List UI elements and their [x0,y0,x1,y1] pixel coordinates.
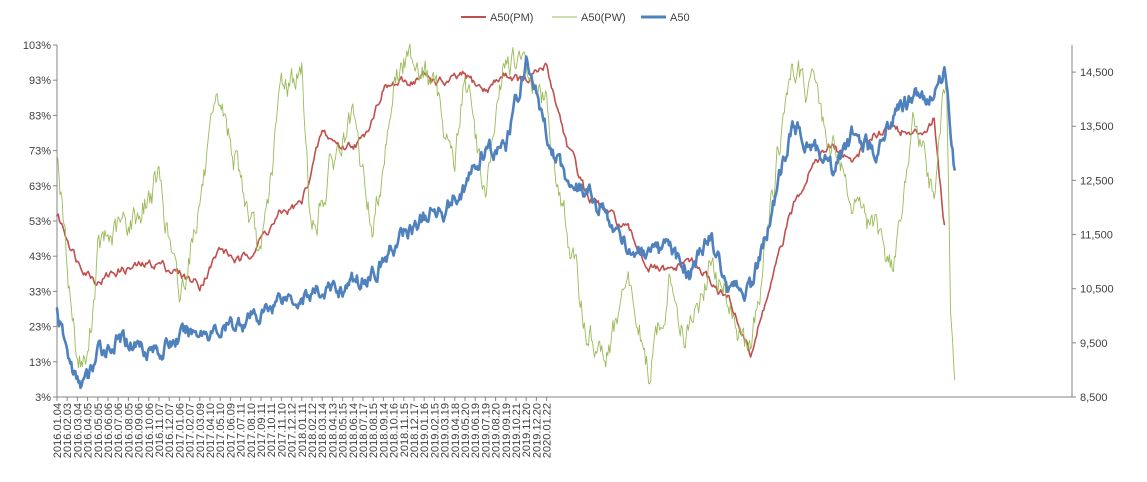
x-tick-label: 2019.09.19 [501,403,513,458]
left-tick-label: 33% [29,286,51,298]
x-tick-label: 2017.02.07 [185,403,197,458]
plot-area [55,43,956,390]
legend-label-a50: A50 [670,12,690,24]
x-tick-label: 2016.10.06 [144,403,156,458]
x-tick-label: 2019.12.20 [531,403,543,458]
x-tick-label: 2016.05.05 [93,403,105,458]
left-tick-label: 93% [29,75,51,87]
x-tick-label: 2018.12.17 [409,403,421,458]
x-tick-label: 2018.10.16 [389,403,401,458]
x-tick-label: 2018.04.13 [327,403,339,458]
legend: A50(PM) A50(PW) A50 [461,12,690,24]
right-tick-label: 9,500 [1080,338,1108,350]
x-tick-label: 2016.06.06 [103,403,115,458]
right-tick-label: 11,500 [1080,230,1113,242]
left-tick-label: 53% [29,216,51,228]
x-tick-label: 2019.04.18 [450,403,462,458]
x-tick-label: 2018.11.15 [399,403,411,457]
x-tick-label: 2018.03.14 [317,403,329,458]
legend-label-a50-pm: A50(PM) [490,12,533,24]
right-tick-label: 14,500 [1080,67,1114,79]
x-tick-label: 2018.02.12 [307,403,319,458]
x-tick-label: 2016.02.03 [62,403,74,458]
series-line-a50-pw [56,43,956,385]
x-tick-label: 2017.04.10 [205,403,217,458]
x-tick-label: 2016.03.04 [72,403,84,458]
left-tick-label: 3% [35,392,51,404]
x-tick-label: 2018.06.14 [348,403,360,458]
x-tick-label: 2016.07.06 [113,403,125,458]
left-tick-label: 43% [29,251,51,263]
right-tick-label: 10,500 [1080,284,1114,296]
x-tick-label: 2020.01.22 [542,403,554,458]
x-tick-label: 2018.05.15 [338,403,350,458]
x-tick-label: 2017.08.10 [246,403,258,458]
legend-item-a50: A50 [641,12,690,24]
x-tick-label: 2016.08.05 [123,403,135,458]
x-tick-label: 2019.03.19 [440,403,452,458]
x-tick-label: 2017.05.10 [215,403,227,458]
legend-item-a50-pw: A50(PW) [552,12,626,24]
x-tick-label: 2019.02.15 [429,403,441,458]
x-tick-label: 2019.06.19 [470,403,482,458]
x-tick-label: 2017.01.06 [174,403,186,458]
axes: 3% 13% 23% 33% 43% 53% 63% 73% 83% 93% 103% 8,500 9,… [23,40,1114,458]
series-line-a50-pm [56,62,946,358]
x-tick-label: 2017.03.09 [195,403,207,458]
legend-label-a50-pw: A50(PW) [581,12,626,24]
x-tick-label: 2016.09.06 [134,403,146,458]
left-tick-label: 63% [29,181,51,193]
left-tick-label: 13% [29,357,51,369]
x-tick-label: 2017.11.10 [276,403,288,457]
left-tick-label: 103% [23,40,51,52]
x-tick-label: 2016.04.05 [83,403,95,458]
x-tick-label: 2017.09.11 [256,403,268,457]
left-tick-label: 83% [29,110,51,122]
x-tick-label: 2018.08.15 [368,403,380,458]
right-tick-label: 12,500 [1080,175,1114,187]
x-tick-label: 2018.07.17 [358,403,370,458]
right-tick-label: 13,500 [1080,121,1114,133]
x-tick-label: 2017.06.09 [225,403,237,458]
x-tick-label: 2016.11.07 [154,403,166,457]
series-line-a50 [55,55,956,390]
x-tick-label: 2019.11.20 [521,403,533,457]
x-tick-label: 2019.01.16 [419,403,431,458]
x-tick-label: 2019.10.21 [511,403,523,458]
x-tick-label: 2018.01.11 [297,403,309,457]
x-tick-label: 2016.12.07 [164,403,176,458]
x-tick-label: 2017.10.11 [266,403,278,457]
x-tick-label: 2016.01.04 [52,403,64,458]
x-tick-label: 2017.12.12 [287,403,299,458]
right-tick-label: 8,500 [1080,392,1108,404]
x-tick-label: 2019.07.19 [480,403,492,458]
legend-item-a50-pm: A50(PM) [461,12,533,24]
left-tick-label: 23% [29,322,51,334]
left-tick-label: 73% [29,146,51,158]
x-tick-label: 2018.09.14 [378,403,390,458]
x-tick-label: 2019.05.20 [460,403,472,458]
x-tick-label: 2017.07.11 [236,403,248,457]
x-tick-label: 2019.08.20 [491,403,503,458]
